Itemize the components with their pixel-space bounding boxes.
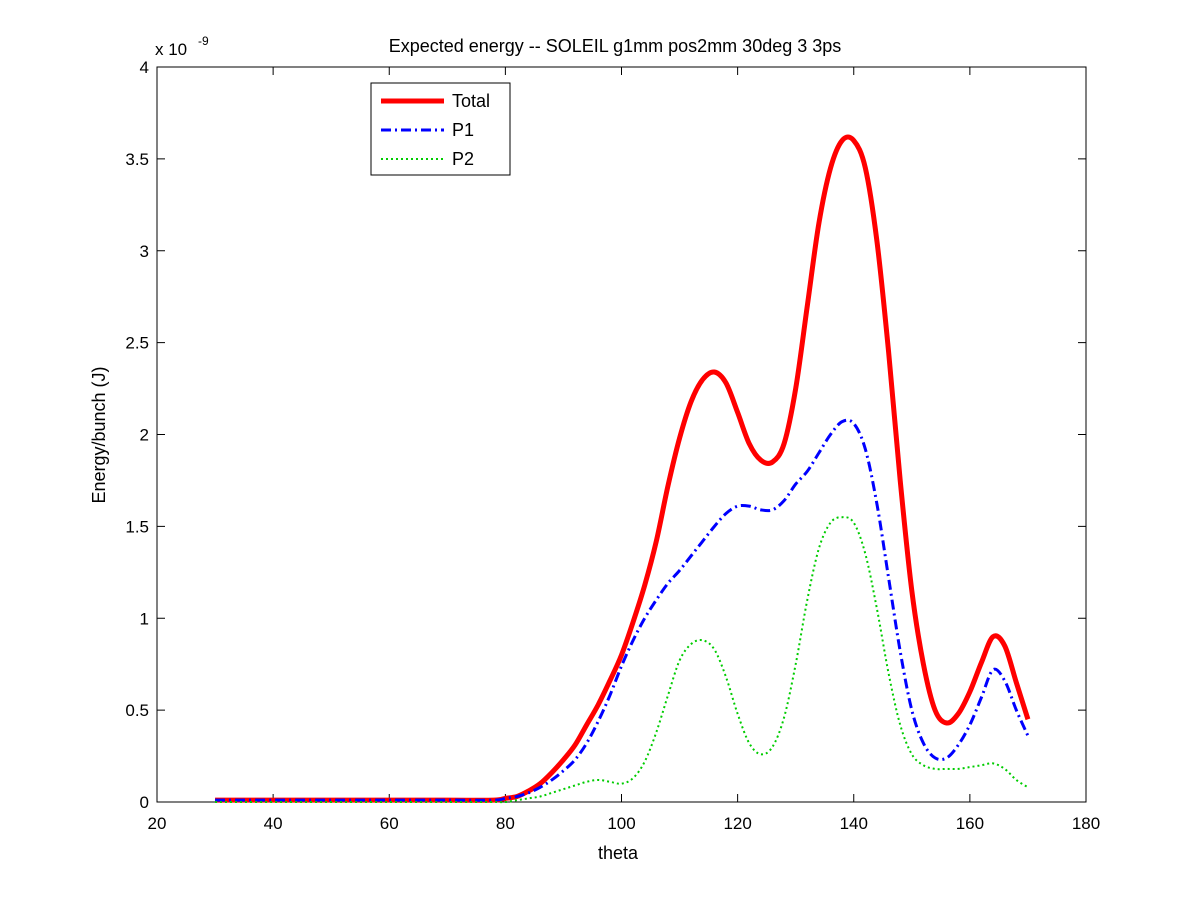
y-exponent-base: x 10 — [155, 40, 187, 59]
series-layer — [215, 134, 1031, 804]
series-line-p1 — [215, 418, 1030, 802]
x-tick-label: 120 — [723, 814, 751, 833]
x-tick-label: 180 — [1072, 814, 1100, 833]
series-line-p2 — [215, 516, 1029, 804]
y-tick-label: 3 — [140, 242, 149, 261]
x-tick-label: 60 — [380, 814, 399, 833]
axis-ticks — [156, 66, 1087, 803]
x-tick-label: 160 — [956, 814, 984, 833]
y-tick-label: 1 — [140, 609, 149, 628]
chart-title: Expected energy -- SOLEIL g1mm pos2mm 30… — [389, 36, 842, 56]
y-tick-label: 1.5 — [125, 517, 149, 536]
y-exponent-power: -9 — [198, 34, 209, 48]
y-tick-label: 2.5 — [125, 334, 149, 353]
legend-label-p1: P1 — [452, 120, 474, 140]
legend: Total P1 P2 — [370, 82, 511, 176]
y-tick-label: 3.5 — [125, 150, 149, 169]
legend-label-total: Total — [452, 91, 490, 111]
x-tick-label: 100 — [607, 814, 635, 833]
axis-tick-labels: 20 40 60 80 100 120 140 160 180 0 0.5 1 1.5 2 2.5 3 3.5 4 — [125, 58, 1100, 833]
x-tick-label: 20 — [148, 814, 167, 833]
y-exponent: x 10 -9 — [155, 34, 209, 59]
y-tick-label: 0 — [140, 793, 149, 812]
legend-label-p2: P2 — [452, 149, 474, 169]
x-tick-label: 80 — [496, 814, 515, 833]
legend-box — [370, 82, 511, 176]
x-axis-label: theta — [598, 843, 639, 863]
y-tick-label: 2 — [140, 426, 149, 445]
y-tick-label: 0.5 — [125, 701, 149, 720]
y-tick-label: 4 — [140, 58, 149, 77]
x-tick-label: 140 — [840, 814, 868, 833]
y-axis-label: Energy/bunch (J) — [89, 366, 109, 503]
series-line-total — [215, 134, 1031, 803]
x-tick-label: 40 — [264, 814, 283, 833]
